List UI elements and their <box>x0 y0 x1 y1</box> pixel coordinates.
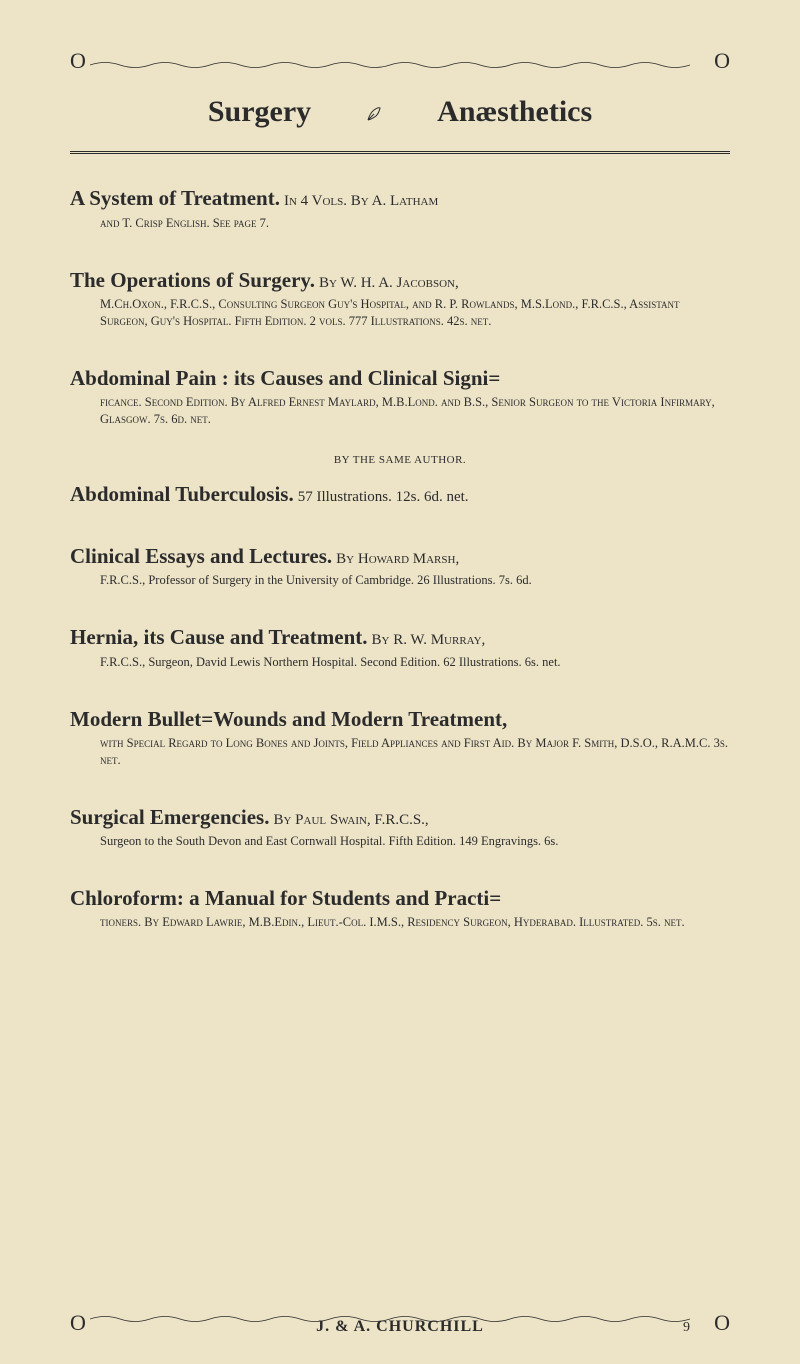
book-entry: A System of Treatment. In 4 Vols. By A. … <box>70 184 730 231</box>
entry-subtitle: In 4 Vols. By A. Latham <box>284 193 438 209</box>
book-entry: The Operations of Surgery. By W. H. A. J… <box>70 266 730 330</box>
entry-title: Chloroform: a Manual for Students and Pr… <box>70 886 501 910</box>
entry-subtitle: By W. H. A. Jacobson, <box>319 275 459 291</box>
entry-details: F.R.C.S., Surgeon, David Lewis Northern … <box>100 654 730 671</box>
page-number: 9 <box>683 1320 690 1336</box>
entry-details: M.Ch.Oxon., F.R.C.S., Consulting Surgeon… <box>100 296 730 330</box>
entry-subtitle: By Howard Marsh, <box>336 551 459 567</box>
entry-title: Modern Bullet=Wounds and Modern Treatmen… <box>70 707 507 731</box>
entry-subtitle: By R. W. Murray, <box>372 632 486 648</box>
entry-title: Surgical Emergencies. <box>70 805 269 829</box>
entry-details: and T. Crisp English. See page 7. <box>100 215 730 232</box>
entry-details: F.R.C.S., Professor of Surgery in the Un… <box>100 572 730 589</box>
entry-details: with Special Regard to Long Bones and Jo… <box>100 735 730 769</box>
entry-details: tioners. By Edward Lawrie, M.B.Edin., Li… <box>100 914 730 931</box>
publisher-footer: J. & A. CHURCHILL <box>0 1318 800 1336</box>
book-entries: A System of Treatment. In 4 Vols. By A. … <box>70 184 730 931</box>
book-entry: Modern Bullet=Wounds and Modern Treatmen… <box>70 705 730 769</box>
entry-title: Hernia, its Cause and Treatment. <box>70 625 368 649</box>
corner-marker-top-left: O <box>70 48 86 74</box>
corner-marker-top-right: O <box>714 48 730 74</box>
page-header: Surgery Anæsthetics <box>70 95 730 154</box>
same-author-line: BY THE SAME AUTHOR. <box>70 454 730 466</box>
leaf-icon <box>365 105 383 129</box>
book-entry: Chloroform: a Manual for Students and Pr… <box>70 884 730 931</box>
wavy-border-top <box>90 60 690 70</box>
book-entry: Clinical Essays and Lectures. By Howard … <box>70 542 730 589</box>
header-title-left: Surgery <box>208 95 311 129</box>
entry-title: The Operations of Surgery. <box>70 268 315 292</box>
book-entry: Abdominal Tuberculosis. 57 Illustrations… <box>70 480 730 508</box>
entry-details: Surgeon to the South Devon and East Corn… <box>100 833 730 850</box>
entry-title: A System of Treatment. <box>70 186 280 210</box>
header-title-right: Anæsthetics <box>437 95 592 129</box>
entry-subtitle: 57 Illustrations. 12s. 6d. net. <box>298 489 469 505</box>
entry-details: ficance. Second Edition. By Alfred Ernes… <box>100 394 730 428</box>
entry-title: Abdominal Pain : its Causes and Clinical… <box>70 366 500 390</box>
book-entry: Surgical Emergencies. By Paul Swain, F.R… <box>70 803 730 850</box>
book-entry: Hernia, its Cause and Treatment. By R. W… <box>70 623 730 670</box>
book-entry: Abdominal Pain : its Causes and Clinical… <box>70 364 730 428</box>
entry-subtitle: By Paul Swain, F.R.C.S., <box>273 812 428 828</box>
entry-title: Abdominal Tuberculosis. <box>70 482 294 506</box>
entry-title: Clinical Essays and Lectures. <box>70 544 332 568</box>
